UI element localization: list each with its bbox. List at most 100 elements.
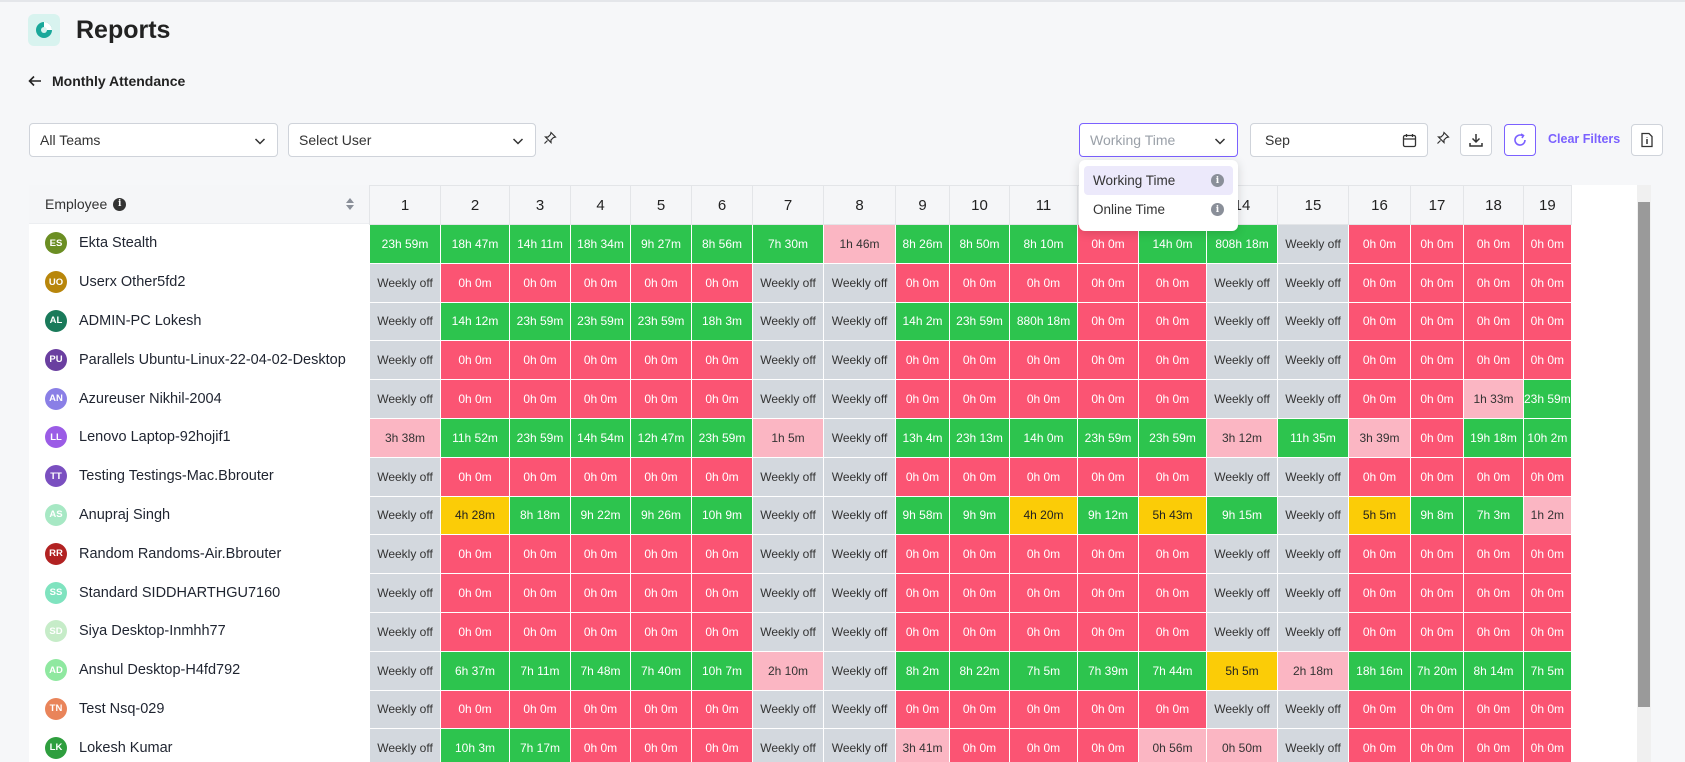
attendance-cell[interactable]: 0h 0m — [691, 340, 753, 381]
attendance-cell[interactable]: 0h 0m — [1077, 456, 1139, 497]
attendance-cell[interactable]: 0h 50m — [1206, 728, 1278, 762]
attendance-cell[interactable]: 0h 0m — [440, 340, 510, 381]
attendance-cell[interactable]: 10h 3m — [440, 728, 510, 762]
attendance-cell[interactable]: 9h 58m — [895, 495, 950, 536]
attendance-cell[interactable]: 11h 35m — [1277, 417, 1349, 458]
attendance-cell[interactable]: Weekly off — [823, 650, 896, 691]
attendance-cell[interactable]: 0h 0m — [1138, 689, 1207, 730]
pin-icon[interactable] — [543, 131, 557, 145]
employee-row[interactable]: AN Azureuser Nikhil-2004 — [29, 379, 369, 418]
attendance-cell[interactable]: Weekly off — [1277, 224, 1349, 264]
attendance-cell[interactable]: 0h 0m — [1523, 301, 1572, 342]
attendance-cell[interactable]: Weekly off — [823, 456, 896, 497]
employee-row[interactable]: SD Siya Desktop-Inmhh77 — [29, 612, 369, 651]
attendance-cell[interactable]: 5h 5m — [1348, 495, 1411, 536]
attendance-cell[interactable]: 0h 0m — [570, 262, 631, 303]
attendance-cell[interactable]: Weekly off — [752, 262, 824, 303]
attendance-cell[interactable]: 3h 39m — [1348, 417, 1411, 458]
attendance-cell[interactable]: 0h 0m — [691, 689, 753, 730]
attendance-cell[interactable]: 5h 5m — [1206, 650, 1278, 691]
attendance-cell[interactable]: 0h 0m — [895, 611, 950, 652]
attendance-cell[interactable]: 23h 59m — [570, 301, 631, 342]
attendance-cell[interactable]: 0h 0m — [440, 379, 510, 419]
attendance-cell[interactable]: 19h 18m — [1463, 417, 1524, 458]
attendance-cell[interactable]: Weekly off — [752, 379, 824, 419]
attendance-cell[interactable]: 9h 15m — [1206, 495, 1278, 536]
attendance-cell[interactable]: 2h 18m — [1277, 650, 1349, 691]
attendance-cell[interactable]: 0h 0m — [1523, 456, 1572, 497]
employee-row[interactable]: AL ADMIN-PC Lokesh — [29, 302, 369, 341]
attendance-cell[interactable]: 0h 0m — [895, 456, 950, 497]
attendance-cell[interactable]: 6h 37m — [440, 650, 510, 691]
attendance-cell[interactable]: 7h 48m — [570, 650, 631, 691]
metric-option[interactable]: Online Time i — [1084, 195, 1233, 224]
attendance-cell[interactable]: Weekly off — [752, 495, 824, 536]
attendance-cell[interactable]: 1h 2m — [1523, 495, 1572, 536]
back-link[interactable]: Monthly Attendance — [28, 73, 185, 89]
attendance-cell[interactable]: 8h 50m — [949, 224, 1010, 264]
attendance-cell[interactable]: 23h 59m — [1523, 379, 1572, 419]
attendance-cell[interactable]: 0h 0m — [1077, 689, 1139, 730]
attendance-cell[interactable]: Weekly off — [1277, 340, 1349, 381]
attendance-cell[interactable]: 13h 4m — [895, 417, 950, 458]
attendance-cell[interactable]: 0h 0m — [570, 456, 631, 497]
employee-row[interactable]: RR Random Randoms-Air.Bbrouter — [29, 534, 369, 573]
attendance-cell[interactable]: 8h 2m — [895, 650, 950, 691]
pin-icon[interactable] — [1436, 131, 1450, 145]
attendance-cell[interactable]: 0h 0m — [1138, 340, 1207, 381]
attendance-cell[interactable]: Weekly off — [752, 611, 824, 652]
attendance-cell[interactable]: Weekly off — [752, 573, 824, 613]
attendance-cell[interactable]: 0h 0m — [1077, 573, 1139, 613]
attendance-cell[interactable]: 0h 0m — [1410, 224, 1464, 264]
attendance-cell[interactable]: 0h 0m — [1410, 689, 1464, 730]
attendance-cell[interactable]: 12h 47m — [630, 417, 692, 458]
attendance-cell[interactable]: 0h 0m — [1077, 534, 1139, 575]
attendance-cell[interactable]: Weekly off — [823, 611, 896, 652]
attendance-cell[interactable]: Weekly off — [823, 534, 896, 575]
attendance-cell[interactable]: 0h 0m — [949, 456, 1010, 497]
attendance-cell[interactable]: 4h 20m — [1009, 495, 1078, 536]
attendance-cell[interactable]: 0h 0m — [1009, 611, 1078, 652]
attendance-cell[interactable]: 0h 0m — [1463, 262, 1524, 303]
attendance-cell[interactable]: 7h 5m — [1523, 650, 1572, 691]
attendance-cell[interactable]: 3h 12m — [1206, 417, 1278, 458]
employee-row[interactable]: LK Lokesh Kumar — [29, 728, 369, 762]
attendance-cell[interactable]: 14h 54m — [570, 417, 631, 458]
attendance-cell[interactable]: 0h 0m — [1138, 262, 1207, 303]
attendance-cell[interactable]: 0h 0m — [1463, 611, 1524, 652]
attendance-cell[interactable]: 0h 0m — [509, 573, 571, 613]
attendance-cell[interactable]: 23h 59m — [1138, 417, 1207, 458]
attendance-cell[interactable]: Weekly off — [752, 728, 824, 762]
attendance-cell[interactable]: 0h 0m — [1077, 262, 1139, 303]
attendance-cell[interactable]: 0h 0m — [691, 379, 753, 419]
attendance-cell[interactable]: 0h 0m — [1138, 573, 1207, 613]
attendance-cell[interactable]: Weekly off — [369, 728, 441, 762]
attendance-cell[interactable]: Weekly off — [369, 534, 441, 575]
attendance-cell[interactable]: 0h 0m — [691, 262, 753, 303]
attendance-cell[interactable]: Weekly off — [1277, 456, 1349, 497]
attendance-cell[interactable]: Weekly off — [1277, 689, 1349, 730]
employee-row[interactable]: LL Lenovo Laptop-92hojif1 — [29, 418, 369, 457]
attendance-cell[interactable]: 8h 10m — [1009, 224, 1078, 264]
info-icon[interactable]: i — [113, 197, 127, 211]
attendance-cell[interactable]: 7h 11m — [509, 650, 571, 691]
attendance-cell[interactable]: Weekly off — [1277, 728, 1349, 762]
employee-row[interactable]: ES Ekta Stealth — [29, 224, 369, 263]
attendance-cell[interactable]: 0h 0m — [949, 611, 1010, 652]
attendance-cell[interactable]: 3h 41m — [895, 728, 950, 762]
attendance-cell[interactable]: 7h 40m — [630, 650, 692, 691]
attendance-cell[interactable]: 23h 59m — [369, 224, 441, 264]
attendance-cell[interactable]: 0h 0m — [1410, 456, 1464, 497]
attendance-cell[interactable]: 0h 0m — [1348, 301, 1411, 342]
attendance-cell[interactable]: 0h 0m — [1138, 301, 1207, 342]
attendance-cell[interactable]: 23h 59m — [630, 301, 692, 342]
attendance-cell[interactable]: 0h 0m — [1523, 611, 1572, 652]
attendance-cell[interactable]: Weekly off — [369, 379, 441, 419]
attendance-cell[interactable]: 0h 0m — [509, 379, 571, 419]
attendance-cell[interactable]: 0h 0m — [440, 573, 510, 613]
attendance-cell[interactable]: 0h 0m — [570, 379, 631, 419]
attendance-cell[interactable]: 0h 0m — [1523, 573, 1572, 613]
attendance-cell[interactable]: 0h 0m — [1348, 534, 1411, 575]
attendance-cell[interactable]: 0h 0m — [630, 611, 692, 652]
attendance-cell[interactable]: 0h 0m — [630, 573, 692, 613]
